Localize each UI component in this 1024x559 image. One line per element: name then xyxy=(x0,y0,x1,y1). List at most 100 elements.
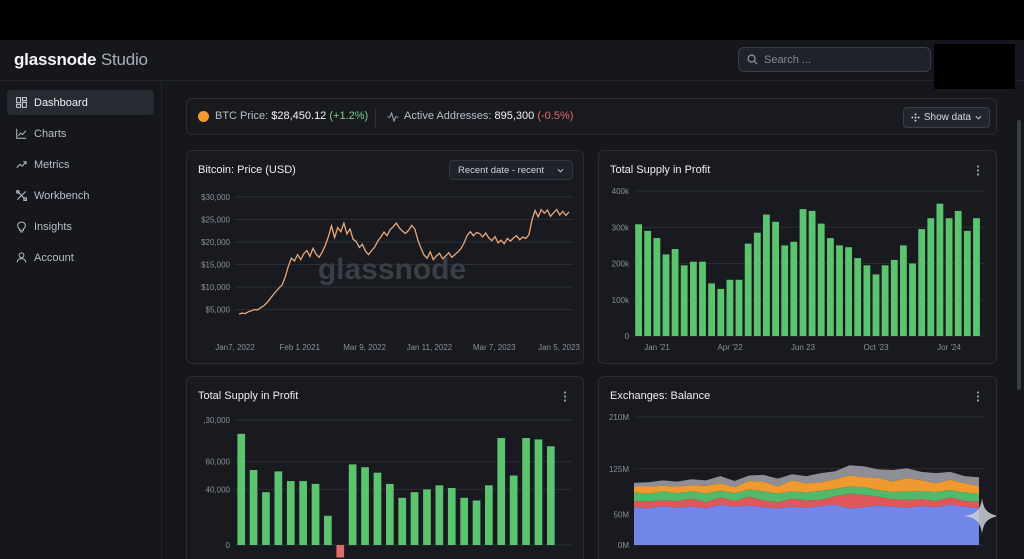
card-bitcoin-price: Bitcoin: Price (USD) Recent date - recen… xyxy=(186,150,584,364)
y-tick-label: ,30,000 xyxy=(203,416,230,425)
bar xyxy=(753,232,761,336)
brand-name: glassnode xyxy=(14,50,97,69)
sidebar-item-workbench[interactable]: Workbench xyxy=(7,183,154,208)
x-tick-label: Jor '24 xyxy=(937,343,961,352)
bar xyxy=(460,497,468,545)
y-tick-label: 300k xyxy=(612,223,630,232)
bar xyxy=(790,241,798,337)
y-tick-label: $30,000 xyxy=(201,193,230,202)
bar xyxy=(274,471,283,545)
x-tick-label: Apr '22 xyxy=(717,343,743,352)
search-icon xyxy=(747,54,758,65)
supply-bar-chart-2: 0 40,000 60,000 ,30,000 xyxy=(203,416,572,558)
brand-logo[interactable]: glassnode Studio xyxy=(14,50,148,70)
grid-dots-icon xyxy=(911,113,920,122)
bar xyxy=(918,229,926,336)
y-tick-label: 125M xyxy=(609,465,629,474)
x-tick-label: Jun 23 xyxy=(791,343,816,352)
bar xyxy=(735,279,743,336)
trend-icon xyxy=(16,161,27,169)
bar xyxy=(799,209,807,336)
sidebar-item-label: Workbench xyxy=(34,189,90,202)
bar xyxy=(644,230,652,336)
line-chart-icon xyxy=(16,128,27,139)
y-tick-label: 200k xyxy=(612,260,630,269)
bar xyxy=(509,475,518,545)
search-box[interactable] xyxy=(738,47,931,72)
sparkle-icon xyxy=(964,498,996,534)
sidebar-item-label: Metrics xyxy=(34,158,70,171)
bar xyxy=(472,500,481,545)
date-range-value: Recent date - recent xyxy=(458,164,545,176)
bar xyxy=(817,223,825,336)
y-tick-label: $20,000 xyxy=(201,238,230,247)
profile-menu[interactable] xyxy=(934,44,1015,89)
y-tick-label: 0 xyxy=(226,541,231,550)
x-tick-label: Oct '23 xyxy=(863,343,889,352)
bar xyxy=(373,472,382,545)
sidebar-item-label: Insights xyxy=(34,220,72,233)
bar xyxy=(827,238,834,336)
show-data-label: Show data xyxy=(923,112,972,123)
chevron-down-icon xyxy=(975,115,982,120)
y-tick-label: 210M xyxy=(609,413,629,422)
x-tick-label: Mar 7, 2023 xyxy=(473,343,516,352)
bar xyxy=(361,467,369,545)
more-options-icon[interactable] xyxy=(976,165,980,176)
show-data-button[interactable]: Show data xyxy=(903,107,990,128)
bar xyxy=(311,483,320,545)
y-tick-label: 400k xyxy=(612,187,630,196)
bar xyxy=(386,483,394,545)
bar xyxy=(348,464,357,545)
dashboard-icon xyxy=(16,97,27,108)
y-tick-label: 100k xyxy=(612,296,630,305)
x-tick-label: Mar 9, 2022 xyxy=(343,343,386,352)
activity-icon xyxy=(387,112,399,122)
sidebar-item-dashboard[interactable]: Dashboard xyxy=(7,90,154,115)
page-scrollbar[interactable] xyxy=(1017,120,1021,390)
sidebar-item-account[interactable]: Account xyxy=(7,245,154,270)
y-tick-label: $25,000 xyxy=(201,216,230,225)
sidebar-item-metrics[interactable]: Metrics xyxy=(7,152,154,177)
x-tick-label: Jan '21 xyxy=(644,343,670,352)
bar xyxy=(954,210,962,336)
btc-price-label: BTC Price: xyxy=(215,110,269,122)
area-series xyxy=(634,504,979,545)
bar xyxy=(286,481,295,545)
more-options-icon[interactable] xyxy=(563,391,567,402)
search-input[interactable] xyxy=(764,51,924,68)
chevron-down-icon xyxy=(557,168,564,173)
area-series xyxy=(634,493,979,509)
bar xyxy=(845,247,852,336)
bitcoin-icon xyxy=(198,111,209,122)
bar xyxy=(680,265,688,336)
bar xyxy=(547,446,555,545)
bar xyxy=(237,433,246,545)
bar xyxy=(963,230,971,336)
bar xyxy=(900,245,907,336)
bar xyxy=(854,258,862,336)
bar xyxy=(708,283,715,336)
card-exchanges-balance: Exchanges: Balance 0M 50M 125M 210M xyxy=(598,376,997,559)
bar xyxy=(635,224,642,336)
date-range-select[interactable]: Recent date - recent xyxy=(449,160,573,180)
card-supply-in-profit: Total Supply in Profit 0 100k 200k 300k 400k… xyxy=(598,150,997,364)
active-addresses-stat: Active Addresses: 895,300 (-0.5%) xyxy=(404,110,573,122)
y-tick-label: 0 xyxy=(625,332,630,341)
btc-price-value: $28,450.12 xyxy=(271,110,327,122)
sidebar-item-charts[interactable]: Charts xyxy=(7,121,154,146)
bar xyxy=(690,261,697,336)
bar xyxy=(890,259,898,336)
product-name: Studio xyxy=(100,50,148,69)
bar xyxy=(927,218,935,336)
bar-negative xyxy=(336,545,345,558)
supply-bar-chart: 0 100k 200k 300k 400k Jan '21 Apr '22 Jun 23 Oct… xyxy=(612,187,984,352)
bar xyxy=(662,254,670,336)
more-options-icon[interactable] xyxy=(976,391,980,402)
bar xyxy=(945,218,953,336)
bar xyxy=(653,238,661,336)
bar xyxy=(936,203,944,336)
sidebar-item-insights[interactable]: Insights xyxy=(7,214,154,239)
bar xyxy=(717,288,725,336)
y-tick-label: $15,000 xyxy=(201,261,230,270)
